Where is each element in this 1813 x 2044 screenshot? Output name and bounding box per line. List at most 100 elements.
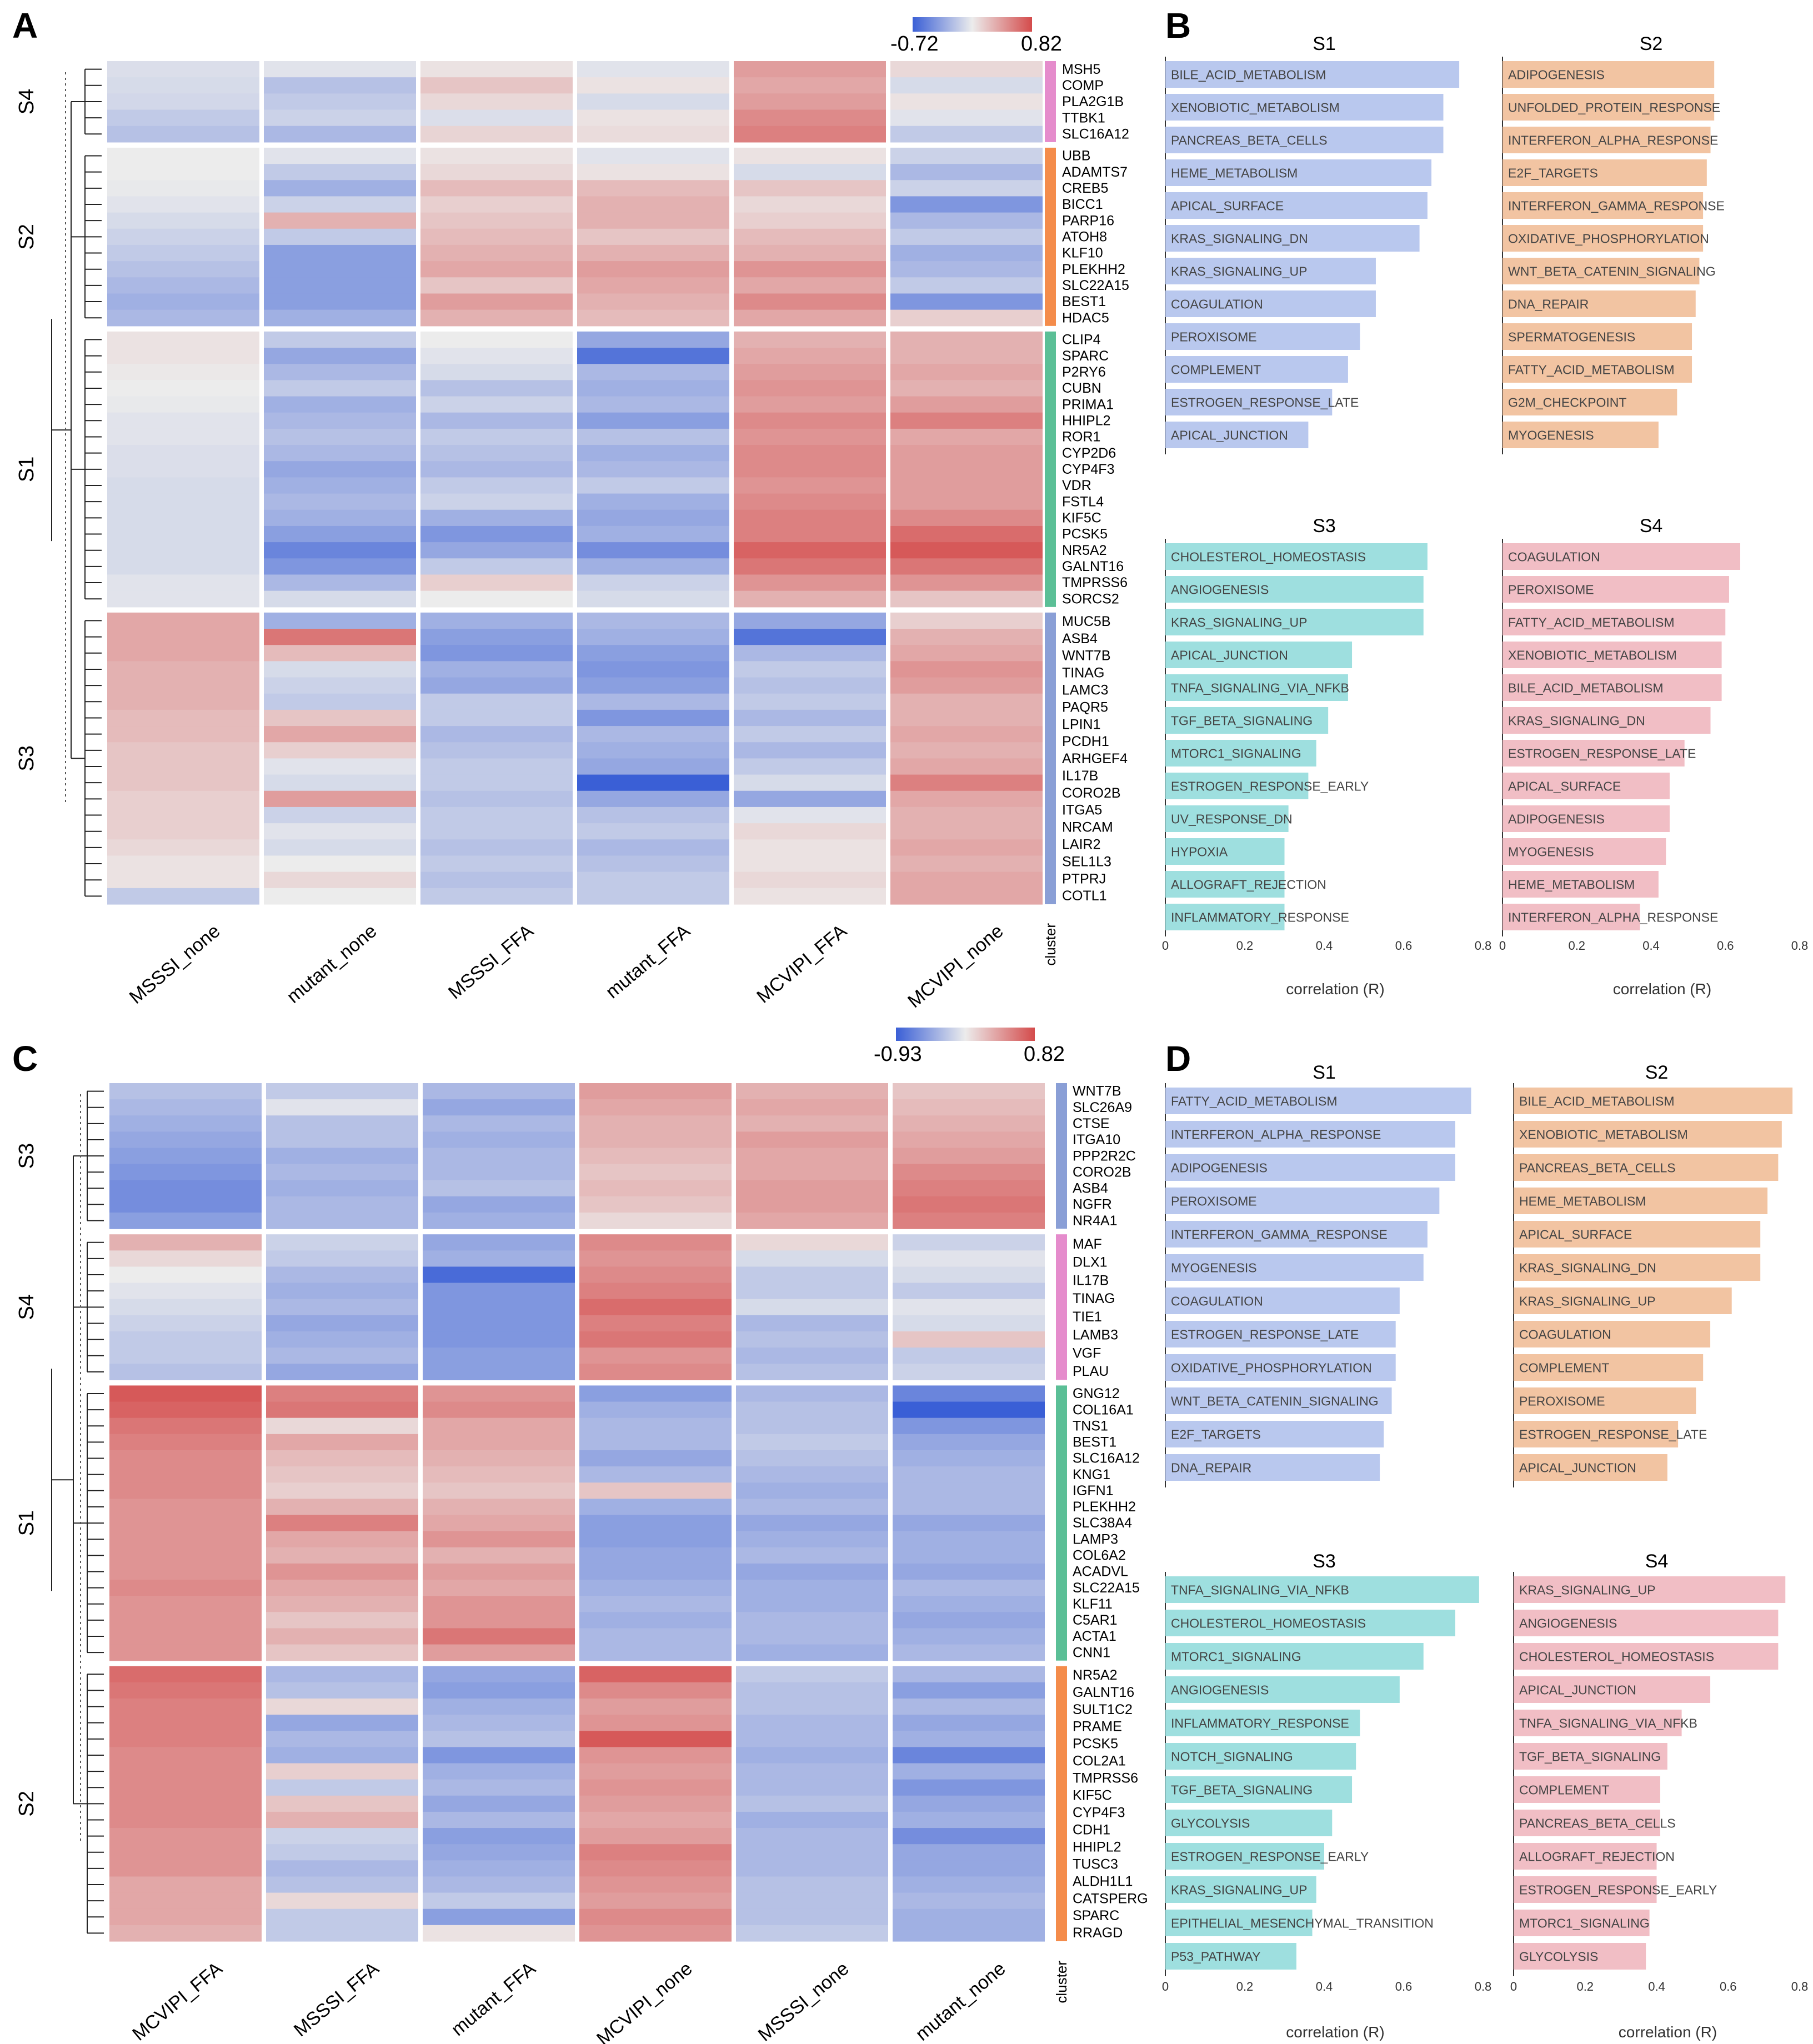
- bar: [1165, 258, 1376, 284]
- heatmap-cell: [109, 1164, 262, 1181]
- heatmap-cell: [423, 1596, 575, 1612]
- heatmap-cell: [736, 1644, 888, 1661]
- bar: [1514, 1743, 1667, 1770]
- bar: [1503, 356, 1692, 383]
- heatmap-cell: [264, 331, 416, 348]
- bar: [1503, 389, 1677, 415]
- heatmap-cell: [736, 1401, 888, 1419]
- heatmap-cell: [423, 1731, 575, 1747]
- heatmap-cell: [734, 525, 886, 543]
- bar: [1514, 1643, 1779, 1670]
- bar: [1165, 642, 1353, 668]
- heatmap-cell: [734, 277, 886, 294]
- heatmap-cell: [266, 1828, 418, 1845]
- heatmap-cell: [890, 661, 1043, 678]
- bar: [1165, 192, 1428, 219]
- gene-label: BEST1: [1073, 1435, 1116, 1450]
- heatmap-cell: [736, 1450, 888, 1467]
- heatmap-cell: [420, 109, 573, 127]
- heatmap-cell: [266, 1331, 418, 1348]
- heatmap-cell: [890, 574, 1043, 592]
- heatmap-cell: [579, 1666, 732, 1683]
- heatmap-cell: [893, 1282, 1045, 1300]
- heatmap-cell: [736, 1779, 888, 1796]
- bar-label: COAGULATION: [1508, 550, 1600, 564]
- heatmap-cell: [577, 461, 729, 478]
- gene-label: CYP4F3: [1062, 462, 1114, 477]
- heatmap-cell: [579, 1482, 732, 1499]
- bar-label: MYOGENESIS: [1508, 428, 1594, 443]
- gene-label: NR5A2: [1073, 1667, 1118, 1683]
- heatmap-cell: [579, 1515, 732, 1532]
- bar: [1165, 61, 1460, 88]
- gene-label: SLC22A15: [1062, 278, 1129, 293]
- gene-label: GNG12: [1073, 1386, 1120, 1401]
- heatmap-cell: [107, 277, 259, 294]
- gene-label: KLF10: [1062, 246, 1103, 261]
- gene-label: PPP2R2C: [1073, 1148, 1136, 1164]
- bar: [1503, 805, 1670, 832]
- heatmap-cell: [107, 428, 259, 445]
- heatmap-cell: [420, 693, 573, 710]
- heatmap-cell: [890, 645, 1043, 662]
- heatmap-cell: [577, 509, 729, 527]
- bar-label: WNT_BETA_CATENIN_SIGNALING: [1508, 264, 1716, 279]
- heatmap-cell: [423, 1860, 575, 1877]
- heatmap-cell: [579, 1164, 732, 1181]
- gene-label: NGFR: [1073, 1197, 1112, 1213]
- axis-tick-label: 0.4: [1648, 1980, 1665, 1993]
- heatmap-cell: [423, 1844, 575, 1861]
- heatmap-cell: [423, 1282, 575, 1300]
- bar-label: APICAL_JUNCTION: [1171, 648, 1288, 663]
- heatmap-cell: [890, 477, 1043, 494]
- heatmap-cell: [734, 396, 886, 413]
- bar-label: TNFA_SIGNALING_VIA_NFKB: [1171, 1583, 1349, 1597]
- heatmap-cell: [579, 1795, 732, 1812]
- heatmap-cell: [890, 558, 1043, 575]
- heatmap-cell: [736, 1364, 888, 1381]
- heatmap-cell: [579, 1282, 732, 1300]
- heatmap-cell: [107, 126, 259, 143]
- heatmap-cell: [266, 1876, 418, 1893]
- heatmap-cell: [420, 493, 573, 510]
- heatmap-cell: [577, 380, 729, 397]
- heatmap-cell: [107, 309, 259, 327]
- heatmap-cell: [736, 1385, 888, 1402]
- heatmap-cell: [266, 1315, 418, 1332]
- heatmap-cell: [264, 726, 416, 743]
- gene-label: PLEKHH2: [1062, 262, 1125, 277]
- heatmap-cell: [423, 1450, 575, 1467]
- bar-label: APICAL_SURFACE: [1508, 779, 1621, 794]
- heatmap-cell: [893, 1892, 1045, 1910]
- bar-label: APICAL_JUNCTION: [1519, 1461, 1636, 1475]
- heatmap-cell: [266, 1417, 418, 1435]
- bar: [1503, 422, 1659, 448]
- heatmap-cell: [266, 1563, 418, 1580]
- heatmap-cell: [107, 348, 259, 364]
- heatmap-cell: [107, 147, 259, 164]
- heatmap-cell: [264, 888, 416, 905]
- heatmap-cell: [736, 1892, 888, 1910]
- bar: [1165, 1121, 1455, 1148]
- heatmap-cell: [736, 1083, 888, 1100]
- heatmap-cell: [736, 1466, 888, 1483]
- heatmap-cell: [420, 396, 573, 413]
- heatmap-cell: [264, 93, 416, 111]
- bar-label: HYPOXIA: [1171, 845, 1228, 859]
- subplot-title-S2: S2: [1645, 1062, 1669, 1083]
- heatmap-cell: [107, 839, 259, 856]
- bar-label: ANGIOGENESIS: [1171, 583, 1269, 597]
- bar: [1503, 674, 1722, 701]
- heatmap-cell: [734, 888, 886, 905]
- bar-label: GLYCOLYSIS: [1519, 1950, 1598, 1964]
- gene-label: PLAU: [1073, 1364, 1109, 1379]
- bar: [1165, 707, 1329, 734]
- heatmap-cell: [423, 1515, 575, 1532]
- heatmap-cell: [423, 1499, 575, 1516]
- axis-tick-label: 0.2: [1236, 939, 1254, 953]
- bar: [1165, 838, 1285, 865]
- bar: [1503, 642, 1722, 668]
- axis-tick-label: 0: [1499, 939, 1506, 953]
- bar-label: MTORC1_SIGNALING: [1171, 1650, 1301, 1664]
- bar-label: CHOLESTEROL_HOMEOSTASIS: [1519, 1650, 1714, 1664]
